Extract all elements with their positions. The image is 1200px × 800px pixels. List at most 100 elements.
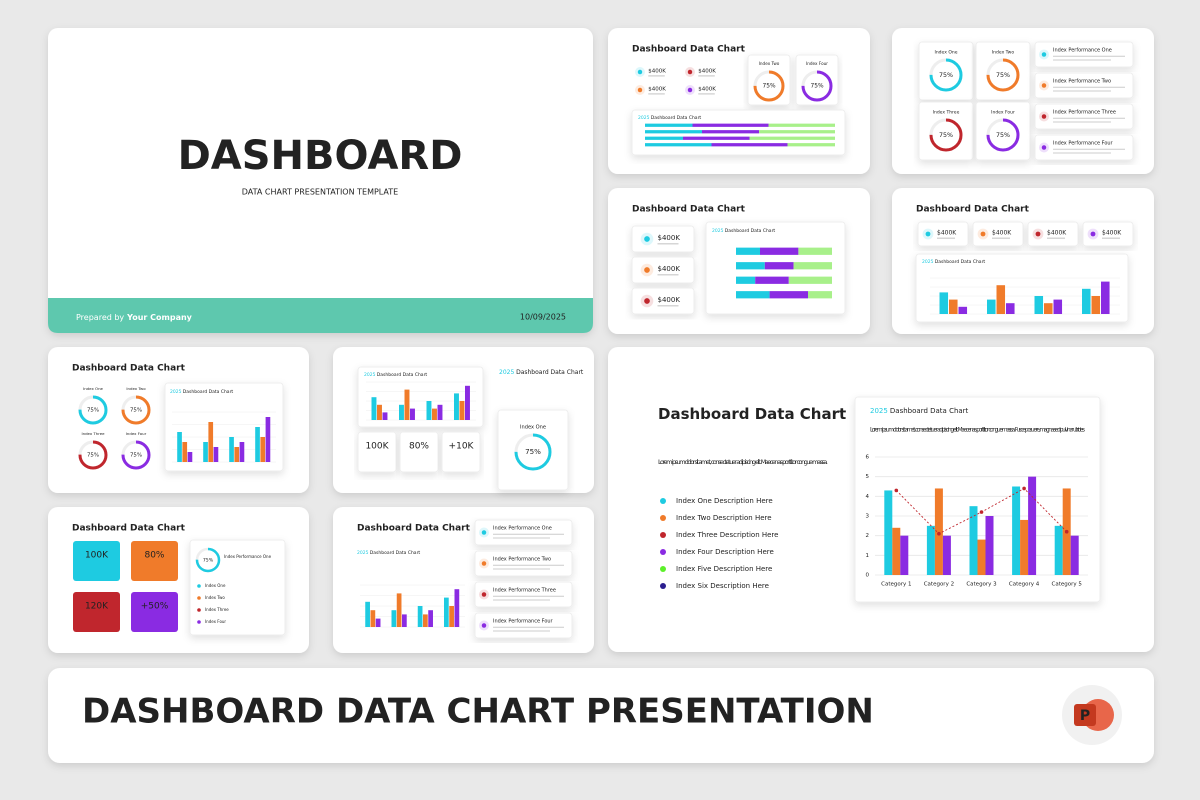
legend-label: Index Four [205,619,226,624]
bar [996,285,1006,314]
panel [474,581,573,608]
chart-caption: 2025Dashboard Data Chart [357,550,420,556]
bar [926,525,935,575]
placeholder-line [1053,121,1111,123]
bar [404,389,410,420]
caption-year: 2025 [638,115,650,121]
gauge-arc [121,440,151,470]
placeholder-line [493,568,550,570]
bar [375,618,381,627]
bar-segment [760,247,799,255]
panel [854,396,1101,603]
placeholder-line [657,274,679,276]
bar [1070,535,1079,575]
bar [382,412,388,420]
bar-segment [711,143,788,147]
panel [1034,41,1134,68]
cover-band [48,298,593,333]
bar [1082,288,1091,314]
bar [884,490,893,575]
bar [187,452,193,462]
kpi: 100K [365,442,389,452]
gauge-label: 75% [996,132,1010,139]
icon [637,69,643,75]
bar [426,401,432,420]
caption-year: 2025 [712,228,724,234]
slide-title: Dashboard Data Chart [632,205,746,215]
placeholder-line [1053,117,1125,119]
kpi-tile [73,592,120,632]
gauge-label: 75% [762,84,775,90]
performance-label: Index Performance Two [1053,79,1111,85]
gauge-name: Index Three [933,110,960,116]
caption-text: Dashboard Data Chart [890,407,969,415]
gauge-label: 75% [996,72,1010,79]
x-tick-label: Category 5 [1052,582,1083,588]
bar [229,437,234,462]
gauge-arc [986,118,1020,152]
placeholder-line [493,626,564,628]
panel [1082,221,1134,247]
icon [644,236,650,242]
legend-dot [197,596,201,600]
bar [900,535,909,575]
gauge-label: 75% [939,72,953,79]
gauge-name: Index Two [759,61,780,66]
bar [1044,303,1053,314]
chart-caption: 2025Dashboard Data Chart [170,389,233,395]
bar [203,442,208,462]
paragraph: Lorem ipsum dolor sit amet, consectetuer… [658,458,828,466]
legend-dot [660,566,666,572]
bar [892,527,901,575]
legend-label: Index One Description Here [676,497,773,505]
gauge-label: 75% [939,132,953,139]
bar [239,442,245,462]
bar [1012,486,1021,575]
icon [1041,114,1047,119]
panel [474,550,573,577]
bar [428,610,433,627]
trend-point [1064,529,1069,534]
bar [391,610,397,627]
gauge-label: 75% [525,447,541,456]
bar [417,606,423,627]
panel [357,431,397,473]
bar [182,442,188,462]
legend-label: Index Six Description Here [676,582,769,590]
amount: $400K [658,234,681,242]
slide-card [48,28,593,333]
gauge-name: Index Four [991,110,1015,116]
amount: $400K [1102,230,1122,237]
bar [1020,519,1029,575]
placeholder-line [1053,148,1125,150]
bar-segment [755,276,789,284]
bar-segment [736,262,765,270]
performance-label: Index Performance One [493,526,552,532]
performance-label: Index Performance Three [1053,110,1116,116]
caption-year: 2025 [499,369,514,376]
performance-label: Index Performance Three [493,588,556,594]
caption-text: Dashboard Data Chart [516,369,584,376]
x-tick-label: Category 4 [1009,582,1040,588]
cover-subtitle: DATA CHART PRESENTATION TEMPLATE [242,188,398,197]
placeholder-line [493,537,550,539]
bar [977,539,986,575]
bar-segment [645,143,712,147]
panel [474,519,573,546]
legend-dot [660,549,666,555]
placeholder-line [1053,90,1111,92]
panel [795,54,839,106]
placeholder-line [648,93,665,95]
x-tick-label: Category 3 [966,582,997,588]
icon [481,592,487,597]
bar [234,447,240,462]
performance-label: Index Performance Four [1053,141,1114,147]
bar [454,393,459,420]
legend-dot [660,515,666,521]
kpi: +50% [141,602,169,612]
placeholder-line [1053,152,1111,154]
bar [1101,281,1110,314]
bar [260,437,266,462]
bar [1053,299,1063,314]
